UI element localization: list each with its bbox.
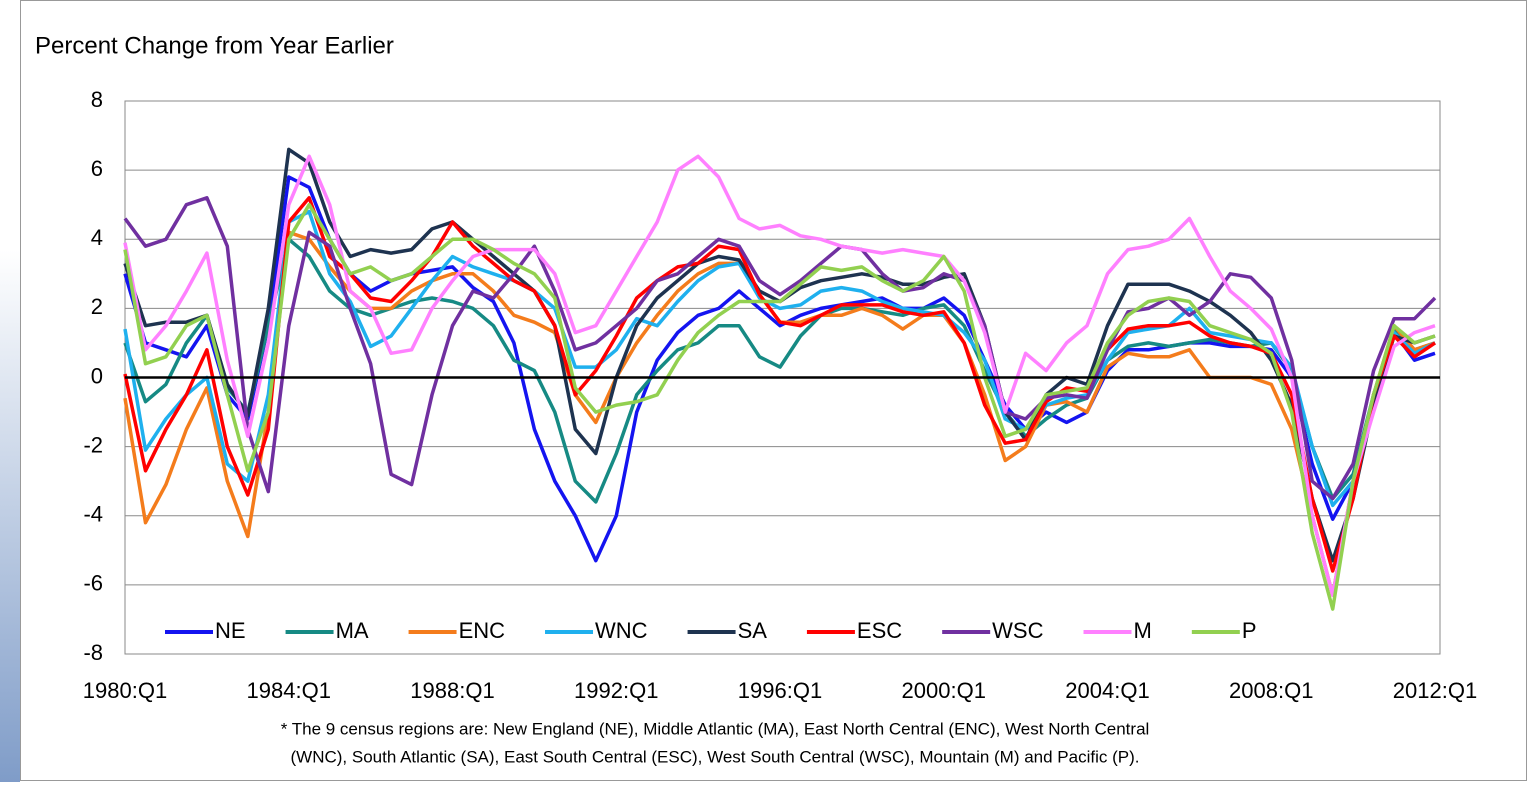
x-tick-label: 1992:Q1 xyxy=(574,678,658,703)
series-line xyxy=(123,202,1436,611)
x-tick-label: 1980:Q1 xyxy=(83,678,167,703)
y-tick-label: 2 xyxy=(91,294,103,319)
legend-label: ESC xyxy=(857,618,902,643)
y-tick-label: -4 xyxy=(83,502,103,527)
y-tick-label: 4 xyxy=(91,225,103,250)
x-tick-label: 2004:Q1 xyxy=(1065,678,1149,703)
legend-label: M xyxy=(1134,618,1152,643)
x-tick-label: 1988:Q1 xyxy=(410,678,494,703)
footnote: * The 9 census regions are: New England … xyxy=(281,719,1150,738)
legend-label: WSC xyxy=(992,618,1043,643)
legend-label: P xyxy=(1242,618,1257,643)
y-tick-label: -8 xyxy=(83,640,103,665)
x-tick-label: 1996:Q1 xyxy=(738,678,822,703)
legend-label: ENC xyxy=(459,618,506,643)
chart-title: Percent Change from Year Earlier xyxy=(35,32,394,59)
side-strip xyxy=(0,250,20,782)
series-line xyxy=(123,237,1436,504)
x-tick-label: 2000:Q1 xyxy=(902,678,986,703)
footnote: (WNC), South Atlantic (SA), East South C… xyxy=(290,747,1139,766)
y-tick-label: 6 xyxy=(91,156,103,181)
x-tick-label: 2012:Q1 xyxy=(1393,678,1477,703)
y-tick-label: 8 xyxy=(91,87,103,112)
y-tick-label: 0 xyxy=(91,363,103,388)
y-tick-label: -2 xyxy=(83,432,103,457)
chart-frame xyxy=(20,0,1527,781)
legend-label: NE xyxy=(215,618,246,643)
legend-label: SA xyxy=(738,618,768,643)
y-tick-label: -6 xyxy=(83,571,103,596)
series-line xyxy=(123,196,1437,501)
x-tick-label: 1984:Q1 xyxy=(247,678,331,703)
legend-label: WNC xyxy=(595,618,648,643)
legend-label: MA xyxy=(336,618,369,643)
x-tick-label: 2008:Q1 xyxy=(1229,678,1313,703)
